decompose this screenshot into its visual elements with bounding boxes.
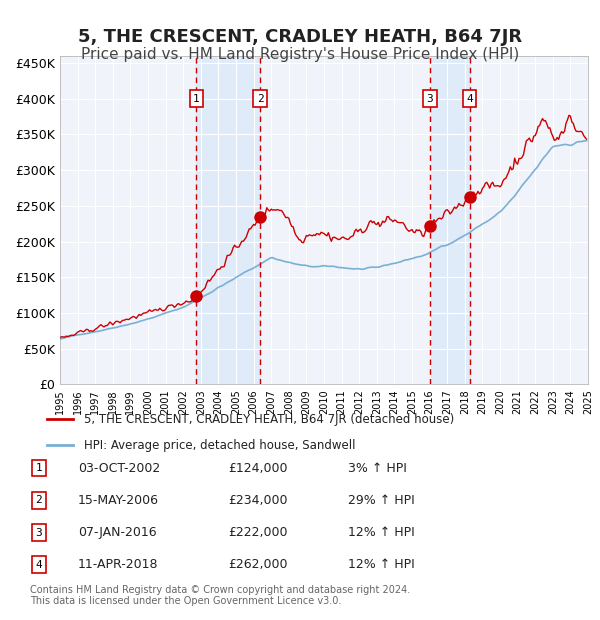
Text: £262,000: £262,000 (228, 559, 287, 571)
Text: £124,000: £124,000 (228, 462, 287, 474)
Text: 07-JAN-2016: 07-JAN-2016 (78, 526, 157, 539)
Text: 15-MAY-2006: 15-MAY-2006 (78, 494, 159, 507)
Text: 4: 4 (466, 94, 473, 104)
Text: £234,000: £234,000 (228, 494, 287, 507)
Text: 11-APR-2018: 11-APR-2018 (78, 559, 158, 571)
Text: 5, THE CRESCENT, CRADLEY HEATH, B64 7JR (detached house): 5, THE CRESCENT, CRADLEY HEATH, B64 7JR … (83, 413, 454, 426)
Text: 3: 3 (35, 528, 43, 538)
Text: 2: 2 (35, 495, 43, 505)
Text: 4: 4 (35, 560, 43, 570)
Text: 1: 1 (35, 463, 43, 473)
Bar (196, 56, 260, 384)
Bar (430, 56, 470, 384)
Text: £222,000: £222,000 (228, 526, 287, 539)
Text: 3: 3 (427, 94, 433, 104)
Text: Contains HM Land Registry data © Crown copyright and database right 2024.
This d: Contains HM Land Registry data © Crown c… (30, 585, 410, 606)
Text: 12% ↑ HPI: 12% ↑ HPI (348, 559, 415, 571)
Text: 2: 2 (257, 94, 263, 104)
Text: 12% ↑ HPI: 12% ↑ HPI (348, 526, 415, 539)
Text: 03-OCT-2002: 03-OCT-2002 (78, 462, 160, 474)
Text: 29% ↑ HPI: 29% ↑ HPI (348, 494, 415, 507)
Text: 1: 1 (193, 94, 200, 104)
Text: 3% ↑ HPI: 3% ↑ HPI (348, 462, 407, 474)
Text: HPI: Average price, detached house, Sandwell: HPI: Average price, detached house, Sand… (83, 439, 355, 452)
Text: 5, THE CRESCENT, CRADLEY HEATH, B64 7JR: 5, THE CRESCENT, CRADLEY HEATH, B64 7JR (78, 28, 522, 46)
Text: Price paid vs. HM Land Registry's House Price Index (HPI): Price paid vs. HM Land Registry's House … (81, 46, 519, 61)
